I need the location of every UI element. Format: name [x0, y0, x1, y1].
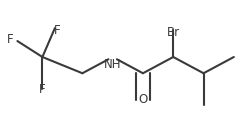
Text: F: F — [39, 82, 46, 95]
Text: O: O — [138, 92, 148, 105]
Text: F: F — [54, 24, 60, 37]
Text: F: F — [7, 33, 13, 46]
Text: Br: Br — [167, 26, 180, 39]
Text: NH: NH — [104, 58, 121, 70]
